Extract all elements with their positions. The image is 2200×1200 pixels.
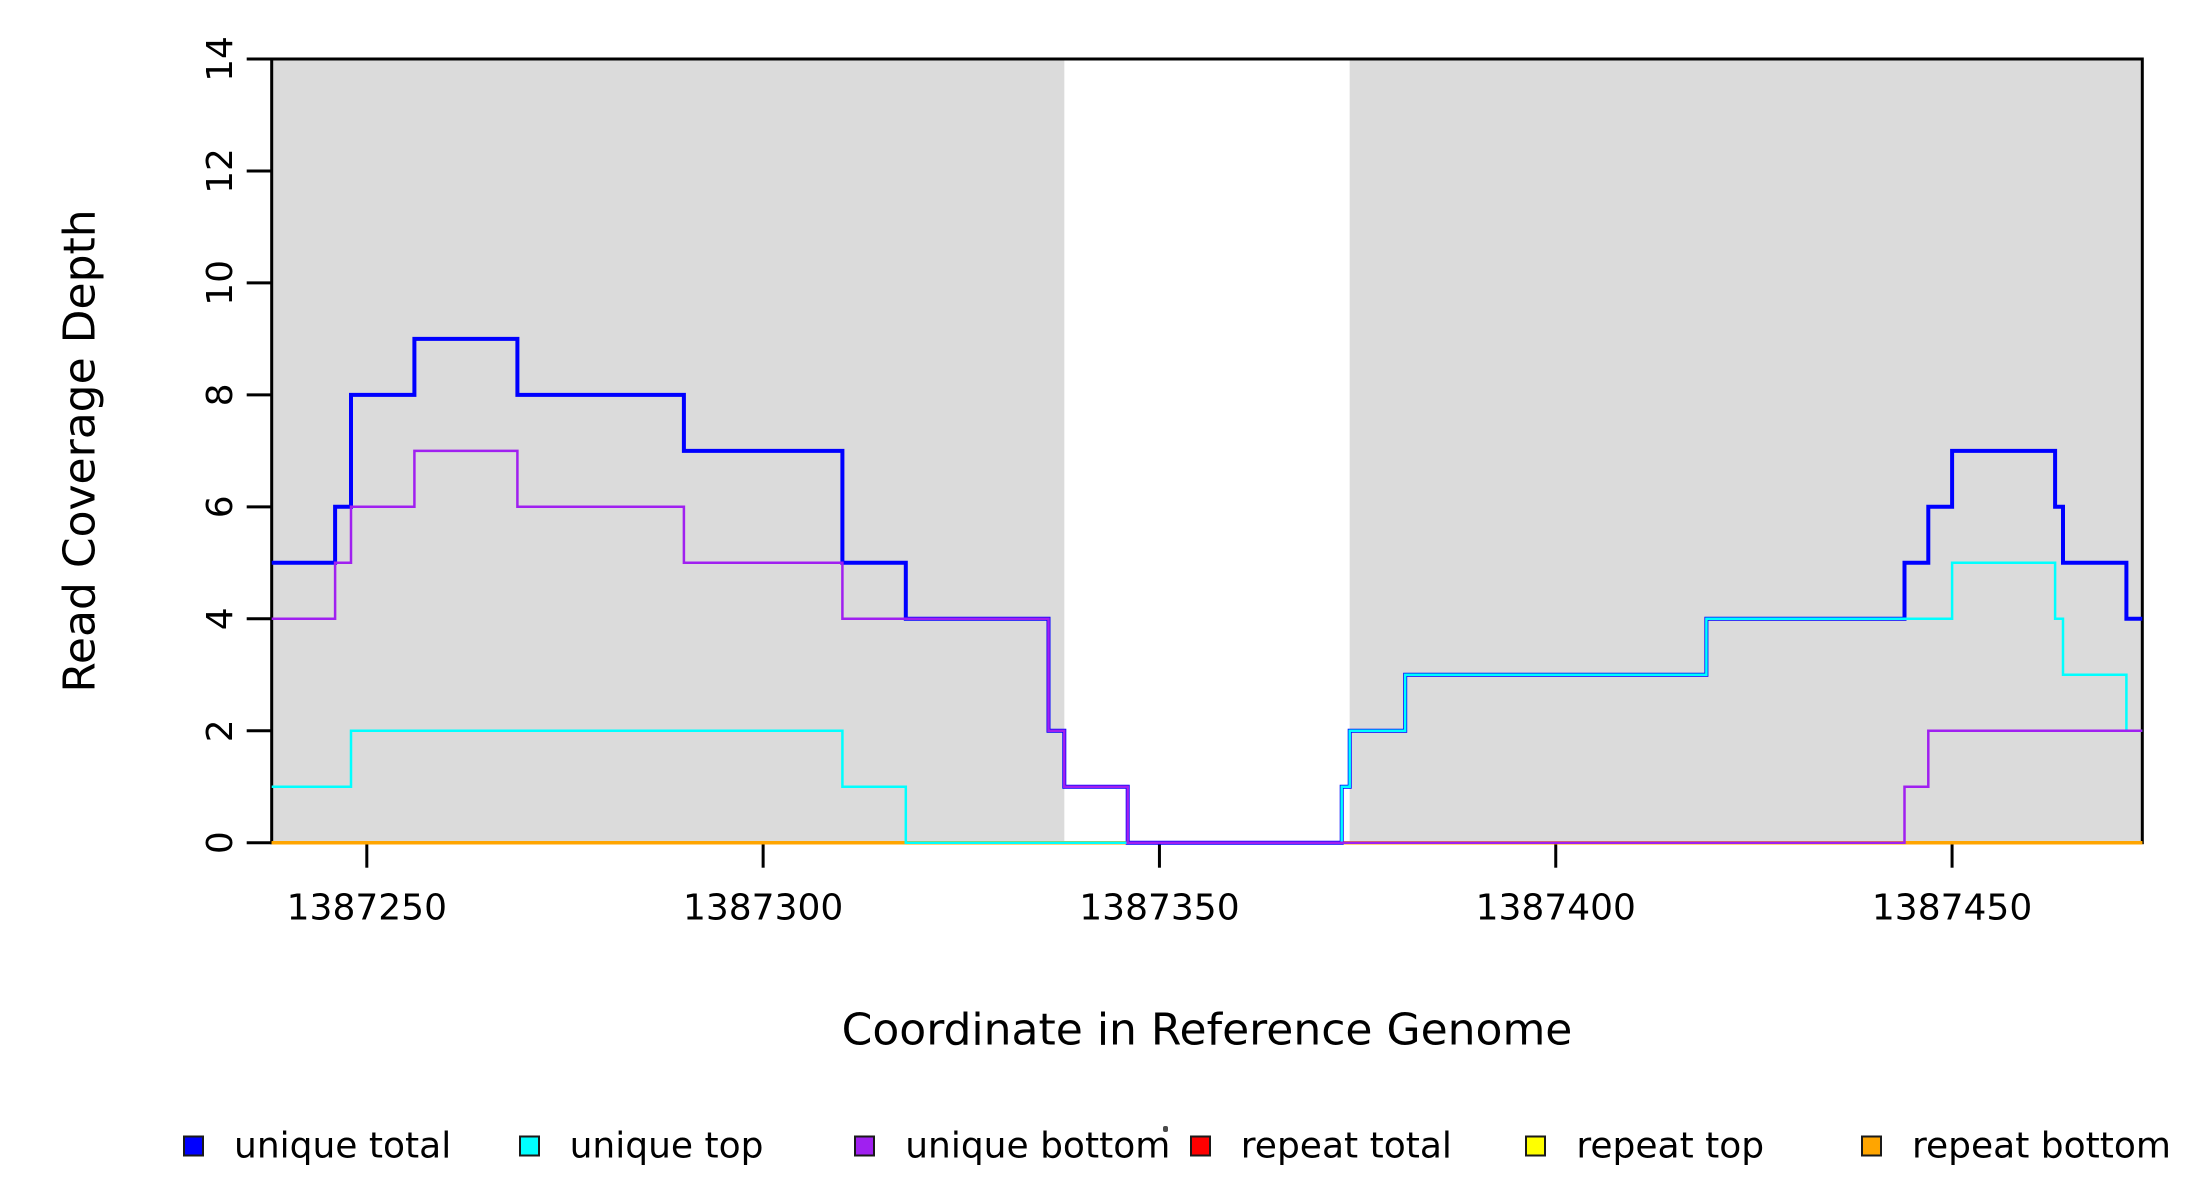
stray-dot-artifact <box>1163 1126 1168 1132</box>
x-axis-title: Coordinate in Reference Genome <box>841 1004 1573 1056</box>
y-tick-label: 12 <box>200 148 241 194</box>
y-tick-label: 14 <box>200 36 241 82</box>
x-tick-label: 1387400 <box>1476 888 1636 929</box>
y-tick-label: 10 <box>200 260 241 306</box>
y-axis-title: Read Coverage Depth <box>54 209 106 693</box>
y-tick-label: 4 <box>200 607 241 630</box>
series-unique-bottom <box>271 449 2143 844</box>
y-tick-label: 6 <box>200 495 241 518</box>
x-tick-label: 1387350 <box>1079 888 1239 929</box>
x-tick-label: 1387250 <box>287 888 447 929</box>
series-unique-top <box>271 561 2143 844</box>
shaded-region-1 <box>271 59 1065 843</box>
x-tick-label: 1387450 <box>1872 888 2032 929</box>
y-tick-label: 8 <box>200 383 241 406</box>
x-tick-label: 1387300 <box>683 888 843 929</box>
y-tick-label: 2 <box>200 719 241 742</box>
y-tick-label: 0 <box>200 831 241 854</box>
